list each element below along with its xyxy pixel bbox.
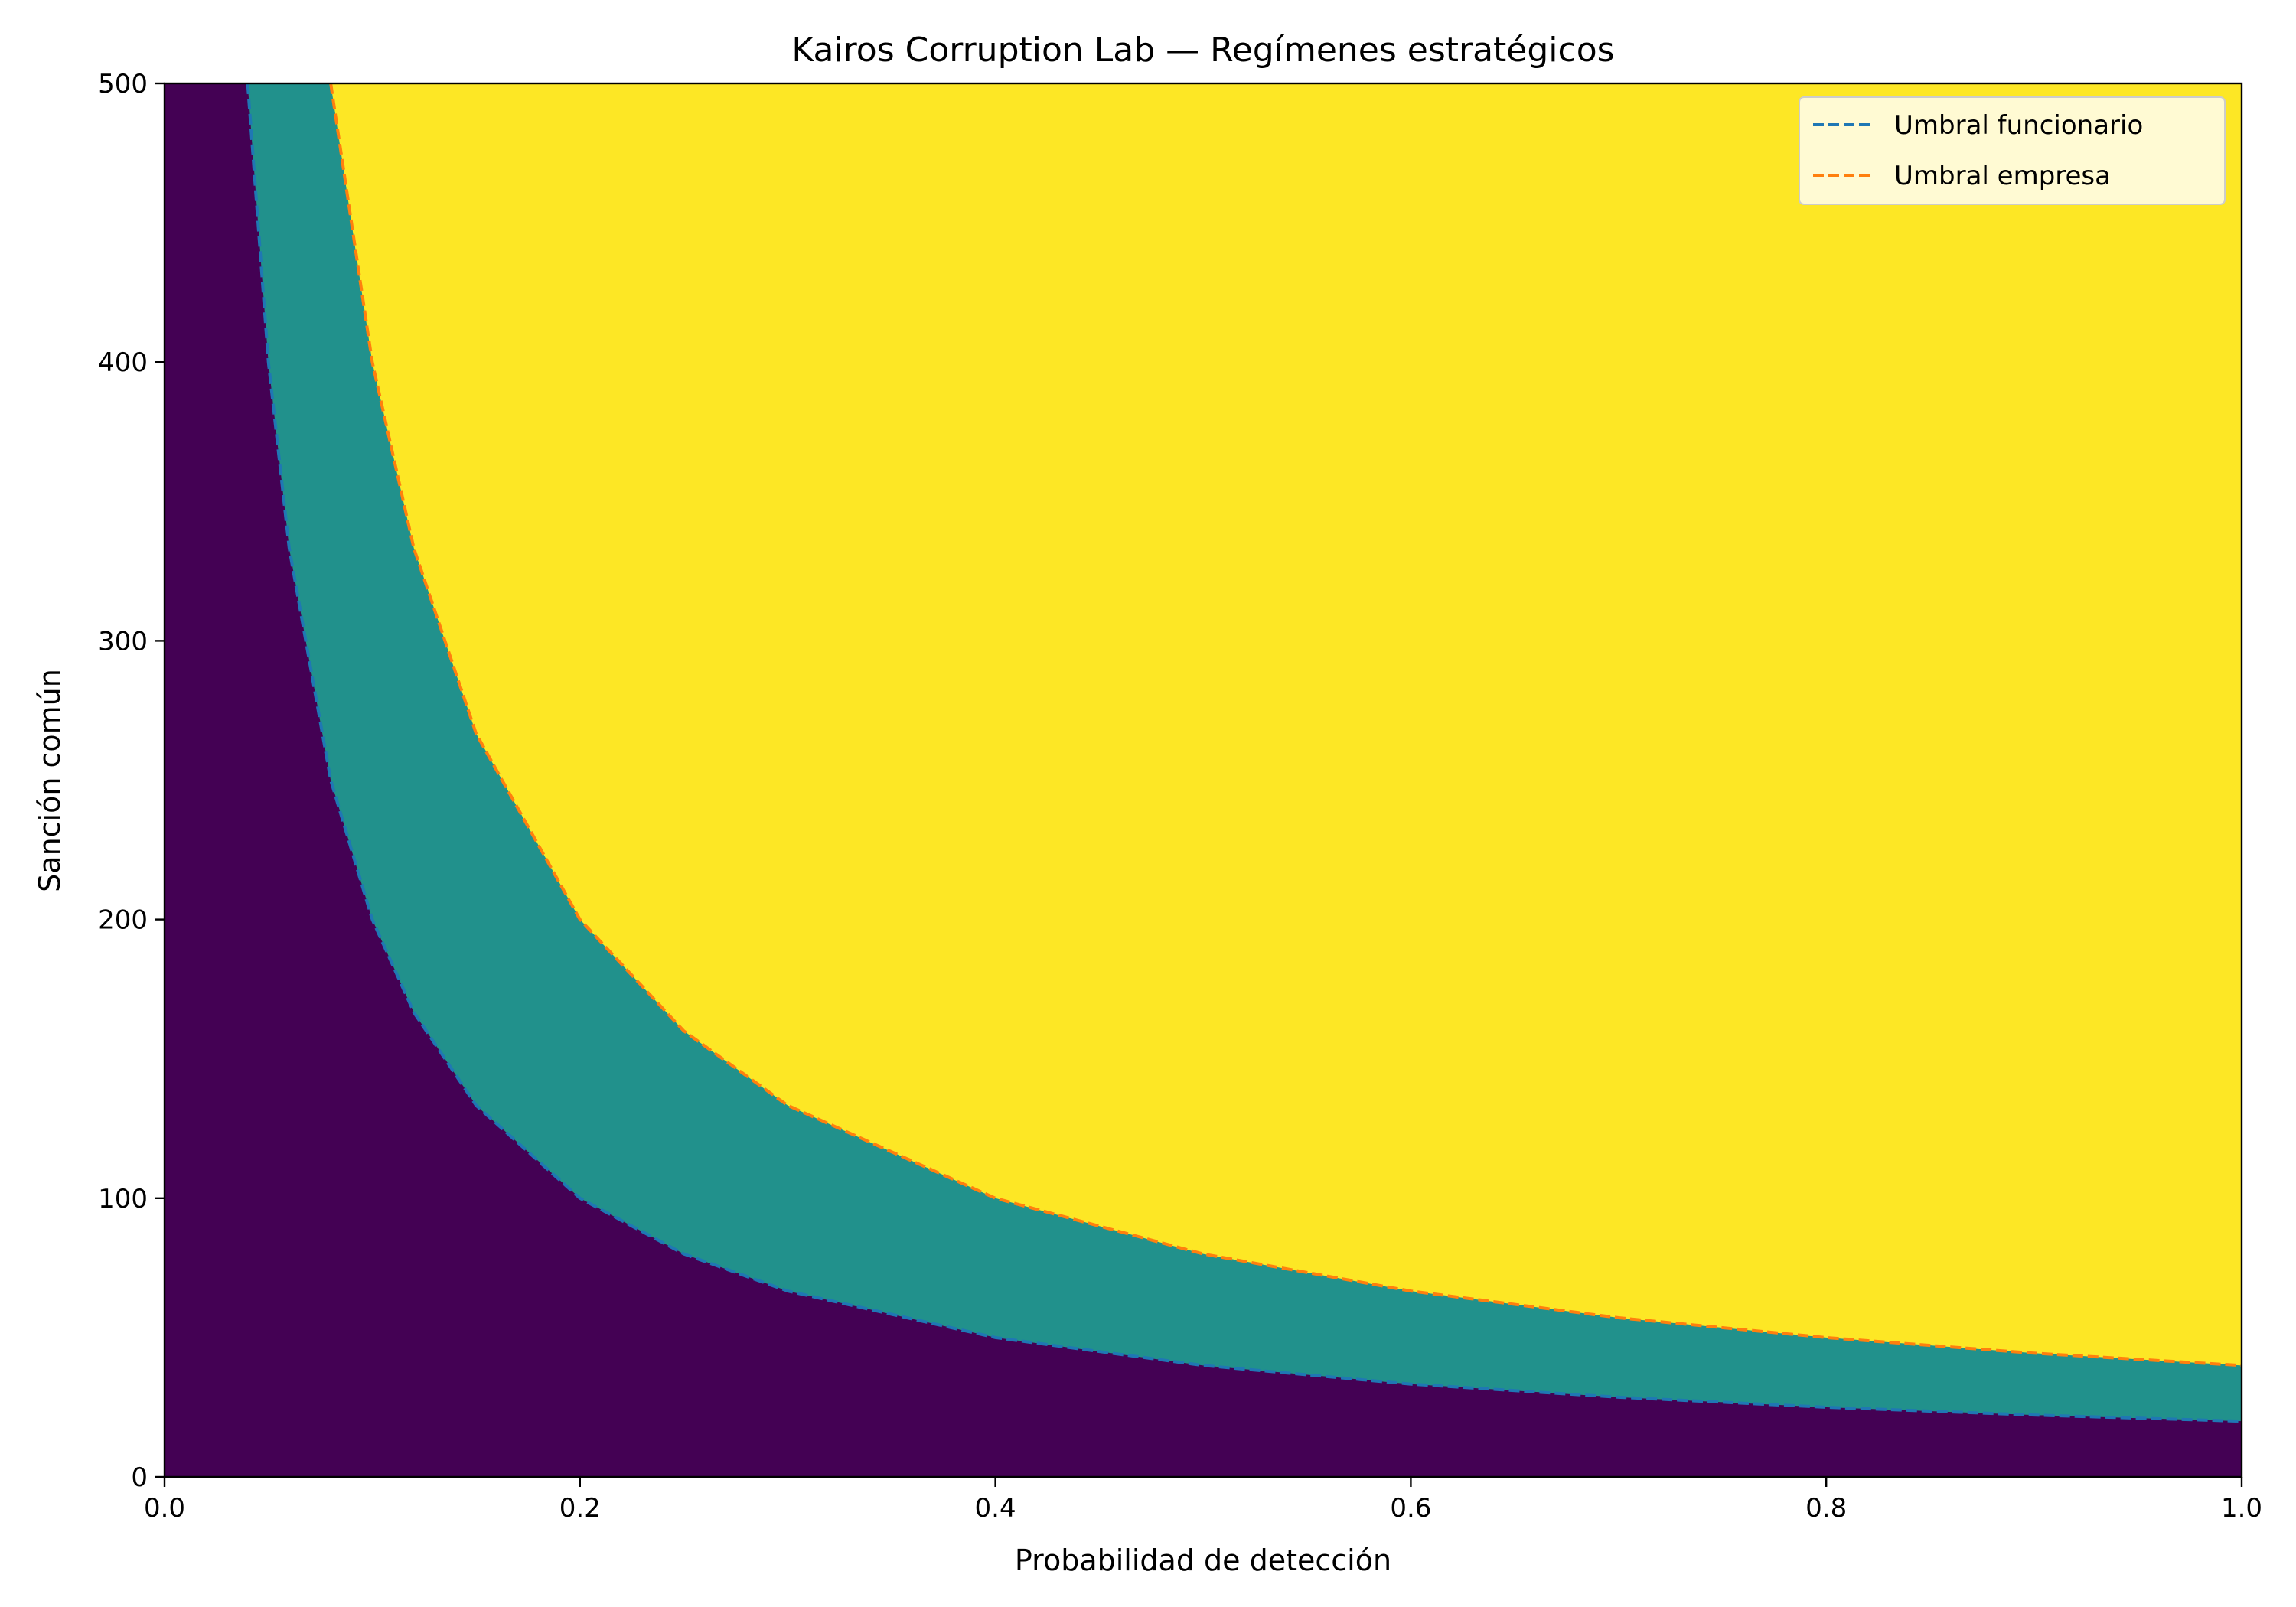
chart-title: Kairos Corruption Lab — Regímenes estrat…	[791, 31, 1614, 70]
x-tick-label: 0.6	[1390, 1493, 1431, 1524]
x-tick-label: 0.8	[1805, 1493, 1847, 1524]
y-axis-label: Sanción común	[33, 669, 67, 892]
x-tick-label: 0.2	[559, 1493, 601, 1524]
threshold-line	[329, 83, 2242, 1367]
region-fill	[331, 83, 2242, 1366]
axes-frame	[163, 82, 2243, 1478]
y-tick-label: 100	[98, 1184, 148, 1214]
legend-label: Umbral empresa	[1894, 161, 2111, 191]
x-tick-label: 1.0	[2221, 1493, 2262, 1524]
legend-label: Umbral funcionario	[1894, 110, 2143, 141]
plot-area	[165, 83, 2242, 1477]
legend-box	[1799, 96, 2226, 205]
x-tick-label: 0.0	[144, 1493, 185, 1524]
y-tick-label: 400	[98, 347, 148, 378]
y-tick-label: 300	[98, 626, 148, 657]
threshold-line	[246, 83, 2242, 1423]
x-axis-label: Probabilidad de detección	[1015, 1543, 1391, 1577]
y-tick-label: 0	[131, 1462, 148, 1493]
x-tick-label: 0.4	[975, 1493, 1016, 1524]
y-tick-label: 500	[98, 69, 148, 99]
y-tick-label: 200	[98, 905, 148, 936]
